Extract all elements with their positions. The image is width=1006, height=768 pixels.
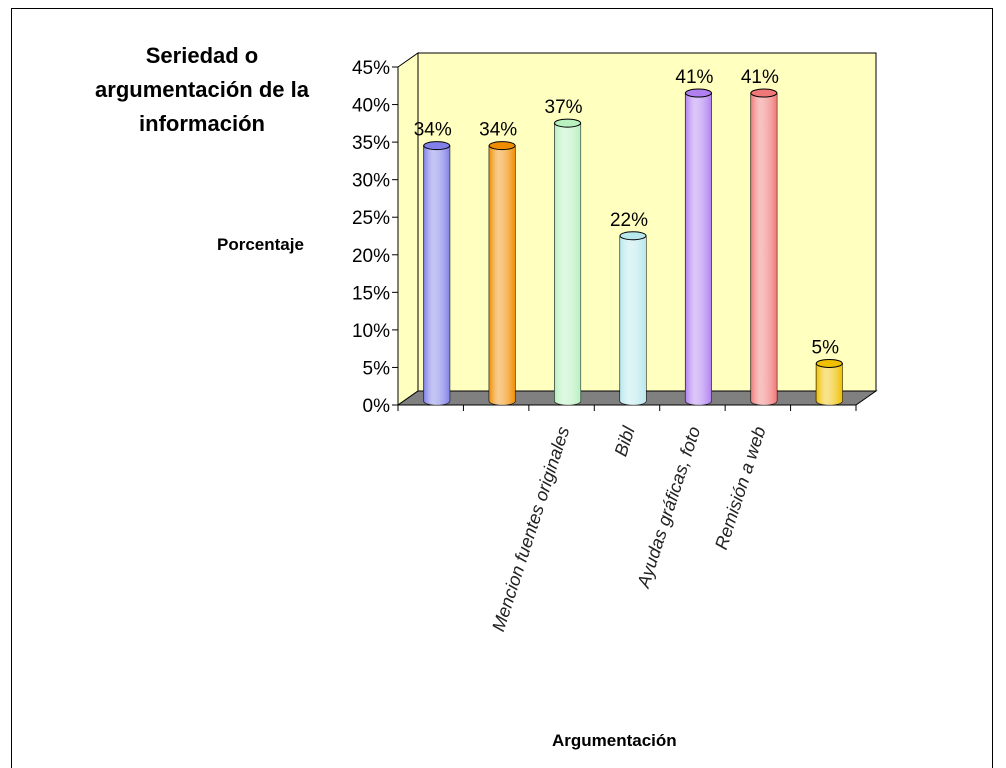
bar-shading (489, 145, 516, 405)
y-tick-label: 15% (352, 283, 390, 304)
bar-shading (750, 93, 777, 406)
data-label: 34% (414, 120, 452, 141)
data-label: 37% (545, 97, 583, 118)
y-tick-label: 40% (352, 96, 390, 117)
y-axis-label: Porcentaje (217, 235, 304, 254)
data-label: 5% (812, 337, 840, 358)
bar-top (554, 118, 582, 128)
bar-shading (620, 235, 646, 405)
y-tick-label: 30% (352, 171, 390, 192)
bar-top (423, 141, 451, 151)
y-tick-label: 45% (352, 58, 390, 79)
x-tick-label: Mencion fuentes originales (488, 424, 573, 634)
x-tick-label: Remisión a web (711, 424, 770, 552)
data-label: 41% (675, 67, 713, 88)
bar-top (750, 88, 778, 98)
x-axis-label: Argumentación (552, 731, 677, 750)
y-tick-label: 20% (352, 246, 390, 267)
bar-shading (685, 93, 712, 406)
data-label: 41% (741, 67, 779, 88)
bar-chart: 0% 5% 10% 15% 20% 25% 30% 35% 40% 45% 34% 34% 37% 22%… (352, 52, 878, 634)
bar-top (619, 231, 647, 241)
chart-frame: Seriedad o argumentación de la informaci… (11, 8, 993, 768)
data-label: 22% (610, 210, 648, 231)
bar-shading (816, 363, 843, 405)
y-tick-label: 10% (352, 321, 390, 342)
y-tick-label: 35% (352, 133, 390, 154)
bar-shading (554, 123, 581, 405)
bar-top (684, 88, 712, 98)
bar-top (488, 141, 516, 151)
x-tick-label: Bibl (611, 423, 640, 459)
x-tick-label: Ayudas gráficas, foto (633, 424, 704, 591)
chart-side-wall (397, 52, 419, 406)
chart-title: Seriedad o argumentación de la informaci… (95, 43, 309, 136)
y-tick-label: 25% (352, 208, 390, 229)
bar-shading (423, 145, 450, 405)
bar-top (815, 358, 843, 368)
y-tick-label: 0% (363, 396, 391, 417)
data-label: 34% (479, 120, 517, 141)
y-tick-label: 5% (363, 358, 391, 379)
